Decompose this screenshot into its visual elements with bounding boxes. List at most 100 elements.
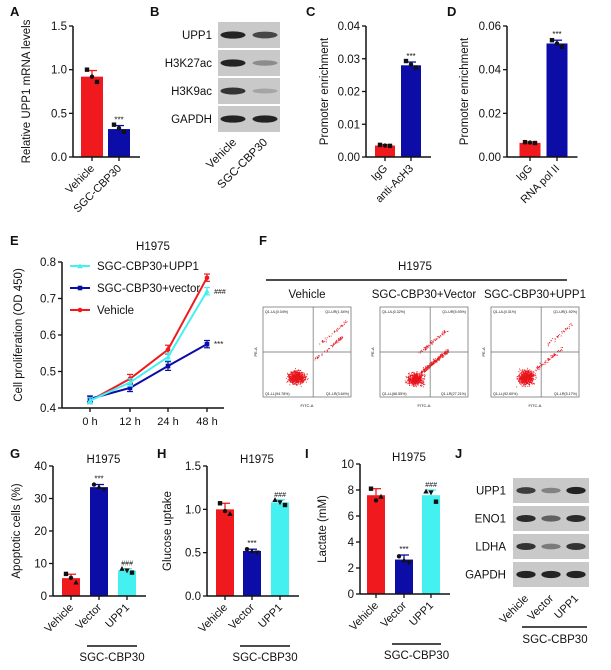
event-dot <box>416 383 418 385</box>
event-dot <box>289 374 290 376</box>
event-dot <box>522 382 524 384</box>
event-dot <box>532 372 534 374</box>
event-dot <box>523 376 525 378</box>
event-dot <box>301 379 303 381</box>
event-dot <box>291 381 293 383</box>
event-dot <box>420 382 422 384</box>
event-dot <box>422 374 424 376</box>
event-dot <box>299 378 301 380</box>
event-dot <box>293 378 295 380</box>
event-dot <box>543 363 545 365</box>
event-dot <box>409 379 411 381</box>
y-axis-label: Promoter enrichment <box>459 37 471 145</box>
event-dot <box>521 378 523 379</box>
event-dot <box>528 377 530 379</box>
event-dot <box>305 378 307 380</box>
replicate-point <box>116 125 122 131</box>
event-dot <box>529 376 530 378</box>
event-dot <box>289 375 291 377</box>
y-tick-label: 0 <box>348 589 354 601</box>
event-dot <box>293 383 295 385</box>
y-tick-label: 0.03 <box>338 54 360 66</box>
event-dot <box>419 382 421 384</box>
event-dot <box>520 382 522 383</box>
event-dot <box>440 335 442 337</box>
event-dot <box>417 372 419 374</box>
event-dot <box>337 338 339 340</box>
significance-label: *** <box>552 30 561 39</box>
event-dot <box>523 379 524 381</box>
y-tick-label: 0 <box>41 591 47 603</box>
event-dot <box>413 385 415 387</box>
event-dot <box>524 381 526 383</box>
event-dot <box>336 340 338 342</box>
event-dot <box>330 335 332 337</box>
event-dot <box>525 375 527 377</box>
event-dot <box>527 370 529 371</box>
event-dot <box>292 371 294 373</box>
y-axis-label: Lactate (mM) <box>317 495 329 563</box>
western-blot-J: UPP1ENO1LDHAGAPDHVehicleVectorUPP1SGC-CB… <box>465 478 589 646</box>
event-dot <box>425 349 426 351</box>
blot-band <box>220 59 246 67</box>
y-tick-label: 2 <box>348 563 354 575</box>
event-dot <box>517 378 518 379</box>
event-dot <box>428 368 430 370</box>
event-dot <box>414 382 415 384</box>
event-dot <box>294 381 296 383</box>
event-dot <box>523 371 524 373</box>
event-dot <box>417 377 419 379</box>
event-dot <box>297 374 299 376</box>
event-dot <box>523 385 525 387</box>
event-dot <box>530 376 532 378</box>
event-dot <box>335 342 337 343</box>
event-dot <box>526 383 528 385</box>
event-dot <box>301 382 303 384</box>
x-tick-label: 12 h <box>119 416 140 428</box>
event-dot <box>408 376 410 378</box>
event-dot <box>405 375 407 377</box>
event-dot <box>415 379 417 381</box>
legend-label: Vehicle <box>97 305 134 317</box>
blot-lane-label: Vector <box>526 592 557 623</box>
event-dot <box>404 380 406 382</box>
event-dot <box>410 379 412 381</box>
event-dot <box>418 376 420 378</box>
event-dot <box>299 377 301 379</box>
event-dot <box>290 377 292 379</box>
event-dot <box>522 378 524 380</box>
event-dot <box>530 377 532 379</box>
event-dot <box>295 377 296 379</box>
event-dot <box>411 380 413 382</box>
panel-label-I: I <box>305 446 309 461</box>
event-dot <box>519 382 520 384</box>
series-line <box>89 343 208 400</box>
event-dot <box>318 355 320 357</box>
event-dot <box>434 358 436 360</box>
event-dot <box>447 350 449 352</box>
event-dot <box>292 378 294 380</box>
event-dot <box>532 371 534 372</box>
blot-band <box>516 514 536 523</box>
event-dot <box>432 358 434 360</box>
event-dot <box>290 371 292 373</box>
panel-label-A: A <box>10 4 20 19</box>
event-dot <box>434 359 436 361</box>
event-dot <box>295 376 297 378</box>
event-dot <box>300 372 302 374</box>
event-dot <box>521 375 523 377</box>
event-dot <box>422 371 423 373</box>
event-dot <box>305 375 307 377</box>
event-dot <box>547 359 549 361</box>
event-dot <box>408 376 410 378</box>
event-dot <box>426 368 428 370</box>
event-dot <box>530 370 532 372</box>
event-dot <box>417 377 419 379</box>
blot-band <box>566 543 586 550</box>
event-dot <box>531 377 533 379</box>
quadrant-label-ul: Q1-UL(0.04%) <box>265 310 288 314</box>
event-dot <box>529 378 531 379</box>
event-dot <box>553 353 555 355</box>
event-dot <box>298 375 300 377</box>
event-dot <box>420 372 422 373</box>
